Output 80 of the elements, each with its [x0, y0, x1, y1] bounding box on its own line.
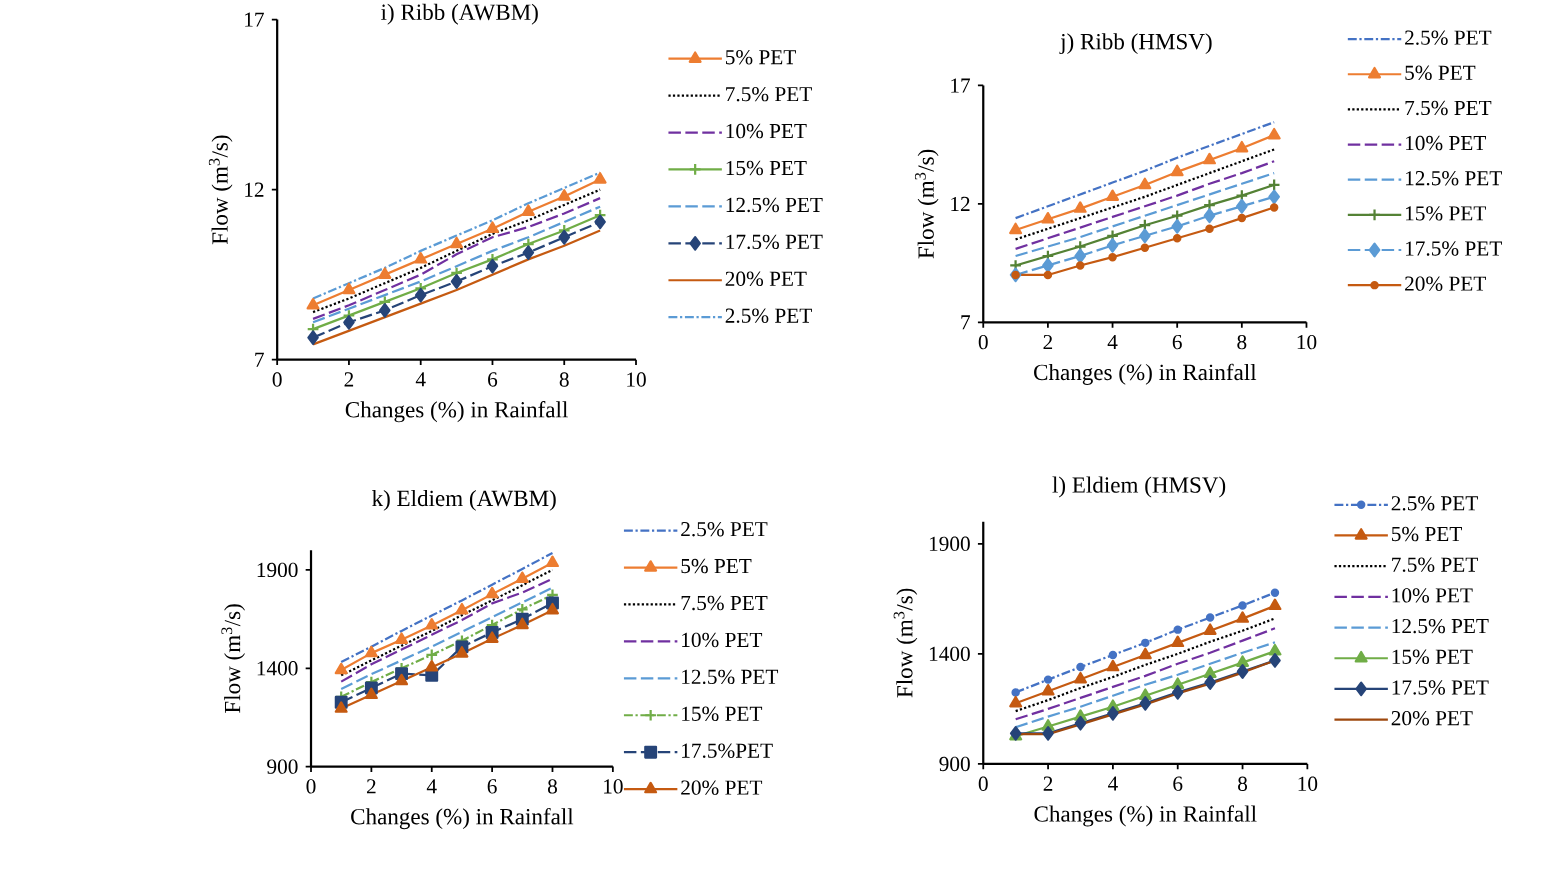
legend-label: 5% PET [1405, 65, 1476, 80]
x-tick-label: 4 [426, 779, 437, 794]
y-tick-label: 7 [961, 315, 971, 330]
x-tick-label: 0 [306, 779, 316, 794]
y-tick-label: 1900 [257, 562, 298, 577]
y-axis-title: Flow (m$^{3}$/s) [893, 588, 918, 698]
legend-label: 12.5% PET [726, 197, 823, 212]
legend-label: 10% PET [1392, 587, 1473, 603]
legend-label: 2.5% PET [1391, 495, 1478, 511]
x-tick-label: 10 [1298, 776, 1318, 791]
legend-label: 5% PET [1392, 526, 1462, 542]
y-tick-label: 12 [951, 196, 970, 211]
legend-label: 7.5% PET [726, 86, 812, 102]
x-tick-label: 6 [1173, 776, 1183, 791]
x-axis-title: Changes (%) in Rainfall [1034, 363, 1257, 385]
y-tick-label: 17 [245, 12, 264, 27]
x-tick-label: 6 [1172, 334, 1182, 349]
legend-label: 17.5%PET [682, 743, 773, 758]
legend-label: 15% PET [1406, 205, 1486, 221]
x-tick-label: 2 [1043, 334, 1053, 349]
x-tick-label: 2 [344, 372, 354, 387]
legend-label: 10% PET [1406, 135, 1486, 151]
legend-label: 17.5% PET [1406, 241, 1502, 256]
y-tick-label: 900 [267, 759, 298, 774]
legend-label: 20% PET [1405, 276, 1486, 291]
y-tick-label: 1400 [929, 646, 970, 661]
legend-label: 20% PET [681, 780, 763, 795]
legend-label: 7.5% PET [1405, 100, 1492, 115]
y-tick-label: 17 [951, 78, 971, 93]
legend-label: 20% PET [1391, 710, 1473, 726]
x-tick-label: 0 [978, 776, 988, 791]
chart-title: i) Ribb (AWBM) [381, 3, 538, 25]
legend-label: 15% PET [1392, 649, 1473, 664]
y-tick-label: 900 [939, 756, 970, 771]
legend-label: 15% PET [726, 160, 807, 175]
y-tick-label: 7 [255, 352, 264, 367]
legend-label: 7.5% PET [1392, 557, 1478, 572]
x-tick-label: 10 [1297, 334, 1317, 350]
chart-title: k) Eldiem (AWBM) [372, 489, 556, 511]
legend-label: 10% PET [726, 123, 807, 139]
x-tick-label: 8 [1237, 334, 1247, 350]
y-tick-label: 1900 [929, 536, 970, 551]
chart-title: l) Eldiem (HMSV) [1052, 476, 1226, 498]
y-tick-label: 12 [245, 182, 264, 197]
legend-label: 5% PET [681, 558, 752, 574]
legend-label: 17.5% PET [726, 234, 823, 249]
x-tick-label: 0 [978, 334, 988, 350]
legend-label: 5% PET [726, 49, 796, 65]
legend-label: 2.5% PET [725, 308, 812, 323]
x-tick-label: 2 [366, 779, 376, 794]
legend-label: 2.5% PET [681, 521, 768, 537]
legend-label: 10% PET [682, 632, 763, 647]
legend-label: 20% PET [725, 271, 807, 286]
y-axis-title: Flow (m$^{3}$/s) [914, 149, 939, 259]
x-tick-label: 6 [487, 779, 497, 794]
x-tick-label: 2 [1043, 776, 1053, 791]
x-tick-label: 8 [1238, 776, 1248, 791]
legend-label: 15% PET [682, 706, 763, 721]
chart-title: j) Ribb (HMSV) [1059, 32, 1212, 54]
y-axis-title: Flow (m$^{3}$/s) [221, 604, 246, 713]
x-tick-label: 4 [1108, 776, 1118, 791]
legend-label: 12.5% PET [1406, 170, 1502, 186]
y-axis-title: Flow (m$^{3}$/s) [208, 135, 233, 244]
x-axis-title: Changes (%) in Rainfall [351, 807, 574, 829]
legend-label: 17.5% PET [1392, 680, 1489, 695]
y-tick-label: 1400 [257, 660, 298, 676]
legend-label: 12.5% PET [682, 669, 779, 684]
x-tick-label: 8 [559, 372, 569, 387]
legend-label: 12.5% PET [1392, 618, 1489, 634]
x-tick-label: 10 [627, 372, 646, 387]
x-axis-title: Changes (%) in Rainfall [1034, 805, 1257, 827]
legend-label: 2.5% PET [1405, 30, 1492, 45]
x-tick-label: 4 [415, 372, 426, 387]
x-tick-label: 8 [547, 779, 557, 794]
x-tick-label: 10 [604, 779, 623, 794]
x-tick-label: 4 [1107, 334, 1118, 349]
x-axis-title: Changes (%) in Rainfall [345, 400, 568, 423]
x-tick-label: 0 [272, 372, 282, 387]
x-tick-label: 6 [488, 372, 498, 387]
legend-label: 7.5% PET [681, 595, 768, 611]
